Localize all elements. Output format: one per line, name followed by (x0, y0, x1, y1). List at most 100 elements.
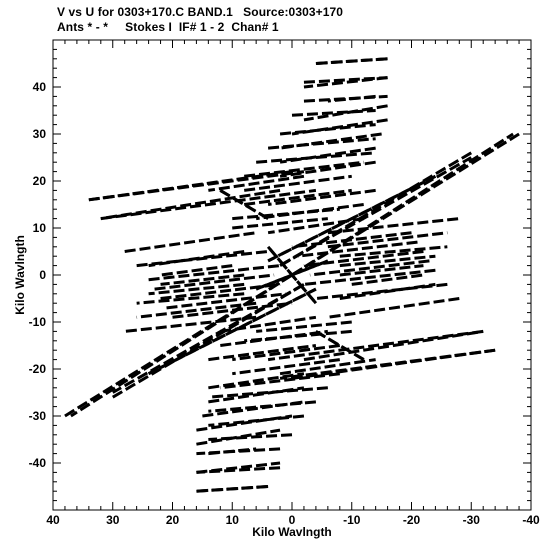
uv-track (244, 188, 352, 206)
uv-track (339, 254, 436, 268)
uv-track-conjugate (160, 273, 245, 286)
uv-track (303, 94, 388, 103)
uv-track-conjugate (148, 282, 245, 296)
x-tick-label: -10 (343, 513, 361, 527)
y-tick-label: -20 (29, 362, 47, 376)
uv-track (339, 264, 424, 277)
uv-track-conjugate (148, 250, 245, 268)
uv-track-conjugate (267, 188, 376, 206)
y-tick-label: 0 (39, 268, 46, 282)
chart-title: V vs U for 0303+170.C BAND.1 Source:0303… (57, 5, 344, 19)
uv-track-conjugate (232, 344, 340, 362)
uv-track (172, 301, 293, 319)
uv-track (327, 217, 460, 235)
uv-track (291, 132, 514, 277)
uv-track (339, 282, 436, 300)
uv-track-conjugate (208, 386, 328, 399)
uv-track-conjugate (303, 104, 388, 122)
uv-track-conjugate (208, 414, 305, 427)
x-tick-label: -30 (463, 513, 481, 527)
uv-track-conjugate (196, 485, 269, 493)
uv-track (148, 264, 281, 282)
y-tick-label: 20 (33, 174, 47, 188)
uv-track (196, 428, 281, 446)
axis-ticks (52, 40, 532, 510)
uv-track (327, 231, 448, 249)
uv-track-conjugate (255, 259, 329, 291)
uv-track-conjugate (136, 301, 257, 319)
uv-track-conjugate (208, 174, 305, 192)
uv-tracks (64, 57, 520, 493)
uv-track-conjugate (160, 264, 233, 277)
uv-track-conjugate (244, 329, 352, 343)
uv-track-conjugate (232, 358, 340, 376)
x-tick-label: 20 (166, 513, 180, 527)
uv-track-conjugate (219, 189, 269, 220)
uv-track (147, 287, 317, 376)
uv-track (202, 400, 305, 418)
uv-track-conjugate (88, 170, 293, 202)
uv-track-conjugate (297, 240, 418, 258)
uv-track (279, 123, 376, 136)
uv-track-conjugate (220, 372, 340, 390)
uv-track-conjugate (279, 132, 382, 150)
x-axis-title: Kilo Wavlngth (252, 525, 332, 539)
uv-track (136, 250, 269, 268)
uv-track-conjugate (208, 400, 317, 413)
uv-track (315, 330, 365, 361)
uv-track (315, 57, 388, 65)
uv-track-conjugate (100, 188, 281, 221)
uv-track-conjugate (208, 433, 293, 441)
uv-track-conjugate (267, 174, 437, 263)
uv-track (244, 160, 364, 178)
uv-track (244, 174, 352, 192)
uv-track (232, 207, 340, 221)
tick-labels: 40 30 20 10 0 -10 -20 -30 -40 -40 -30 -20 -10 0 10 20 30… (29, 80, 540, 527)
uv-track (339, 245, 448, 258)
x-tick-label: 40 (46, 513, 60, 527)
uv-track (291, 348, 496, 380)
uv-track-conjugate (315, 282, 448, 300)
uv-track (267, 137, 376, 150)
uv-track-conjugate (303, 268, 436, 286)
uv-track (303, 76, 388, 84)
uv-track-conjugate (309, 259, 430, 277)
y-tick-label: -30 (29, 409, 47, 423)
uv-track-conjugate (196, 447, 281, 456)
x-tick-label: -20 (403, 513, 421, 527)
uv-track (154, 273, 275, 291)
uv-track-conjugate (303, 76, 388, 89)
uv-track (303, 329, 484, 362)
uv-track (124, 231, 257, 253)
uv-track (196, 461, 281, 474)
uv-track (351, 273, 424, 286)
uv-track-conjugate (196, 466, 281, 474)
uv-track (232, 217, 328, 230)
uv-track (111, 283, 305, 399)
chart-subtitle: Ants * - * Stokes I IF# 1 - 2 Chan# 1 (57, 20, 279, 34)
uv-track-conjugate (256, 320, 352, 333)
uv-track (166, 292, 287, 310)
uv-track-conjugate (279, 151, 473, 267)
uv-track-conjugate (291, 231, 412, 249)
uv-track-conjugate (279, 160, 376, 178)
y-tick-label: 10 (33, 221, 47, 235)
x-tick-label: 0 (289, 513, 296, 527)
x-tick-label: 30 (106, 513, 120, 527)
y-tick-label: 30 (33, 127, 47, 141)
uv-track-conjugate (327, 297, 460, 319)
uv-track-conjugate (70, 273, 293, 418)
uv-track (208, 372, 305, 390)
y-tick-label: -40 (29, 456, 47, 470)
x-tick-label: 10 (226, 513, 240, 527)
y-tick-label: 40 (33, 80, 47, 94)
y-tick-label: -10 (29, 315, 47, 329)
uv-track-conjugate (124, 315, 257, 333)
uv-track (256, 151, 376, 164)
y-axis-title: Kilo Wavlngth (13, 235, 27, 315)
uv-track (208, 344, 317, 362)
x-tick-label: -40 (522, 513, 540, 527)
uv-track-conjugate (136, 292, 245, 305)
uv-track (279, 358, 376, 376)
